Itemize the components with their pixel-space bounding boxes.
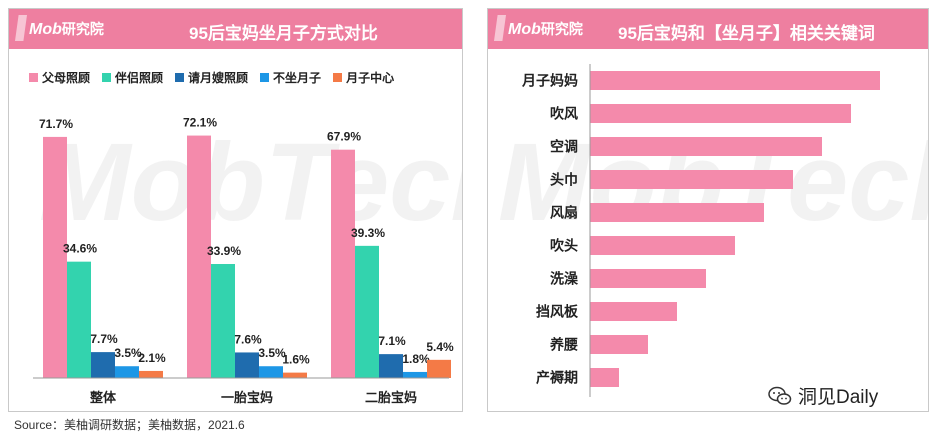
left-brand-cn: 研究院 bbox=[61, 21, 104, 37]
keyword-label: 风扇 bbox=[550, 205, 578, 221]
bar bbox=[283, 372, 307, 378]
wechat-icon bbox=[768, 386, 792, 405]
right-chart-panel: Mob研究院 95后宝妈和【坐月子】相关关键词 MobTech 月子妈妈 吹风 空调… bbox=[487, 8, 929, 412]
left-header: Mob研究院 95后宝妈坐月子方式对比 bbox=[9, 9, 462, 49]
bar-value-label: 3.5% bbox=[258, 346, 286, 360]
bar-value-label: 3.5% bbox=[114, 346, 142, 360]
bar bbox=[355, 245, 379, 378]
bar bbox=[403, 371, 427, 378]
bar bbox=[331, 149, 355, 378]
bar bbox=[259, 366, 283, 378]
hbar bbox=[590, 104, 851, 123]
keyword-label: 产褥期 bbox=[536, 370, 578, 386]
keyword-label: 养腰 bbox=[549, 337, 578, 353]
bar bbox=[91, 352, 115, 378]
left-brand-text: Mob bbox=[29, 21, 62, 38]
bar-value-label: 1.6% bbox=[282, 353, 310, 367]
keyword-label: 洗澡 bbox=[550, 271, 579, 287]
bar-value-label: 7.7% bbox=[90, 332, 118, 346]
legend-swatch bbox=[260, 73, 270, 82]
legend-label: 请月嫂照顾 bbox=[188, 71, 249, 85]
keyword-label: 月子妈妈 bbox=[521, 73, 578, 89]
hbar bbox=[590, 236, 735, 255]
bar bbox=[139, 370, 163, 378]
legend-swatch bbox=[102, 73, 112, 82]
bar-value-label: 2.1% bbox=[138, 351, 166, 365]
bar-value-label: 71.7% bbox=[39, 117, 73, 131]
bar bbox=[115, 366, 139, 378]
left-brand: Mob研究院 bbox=[29, 19, 104, 39]
legend-swatch bbox=[175, 73, 185, 82]
right-brand-text: Mob bbox=[508, 21, 541, 38]
keyword-label: 吹风 bbox=[550, 106, 578, 122]
category-label: 二胎宝妈 bbox=[365, 390, 417, 405]
legend-label: 伴侣照顾 bbox=[115, 71, 164, 85]
legend-item: 伴侣照顾 bbox=[102, 69, 163, 86]
hbar bbox=[590, 368, 619, 387]
legend-label: 月子中心 bbox=[346, 71, 395, 85]
bar-value-label: 34.6% bbox=[63, 242, 97, 256]
source-note: Source：美柚调研数据；美柚数据，2021.6 bbox=[14, 418, 245, 432]
legend-label: 父母照顾 bbox=[42, 71, 91, 85]
bar bbox=[187, 135, 211, 378]
keyword-label: 头巾 bbox=[550, 172, 578, 188]
legend-swatch bbox=[29, 73, 38, 82]
bar-value-label: 7.6% bbox=[234, 332, 262, 346]
bar-value-label: 67.9% bbox=[327, 130, 361, 144]
legend-item: 不坐月子 bbox=[260, 69, 321, 86]
right-brand-cn: 研究院 bbox=[540, 21, 583, 37]
keyword-label: 吹头 bbox=[550, 238, 578, 254]
legend-item: 月子中心 bbox=[333, 69, 394, 86]
left-chart-panel: Mob研究院 95后宝妈坐月子方式对比 MobTech 父母照顾伴侣照顾请月嫂照… bbox=[8, 8, 463, 412]
bar bbox=[235, 352, 259, 378]
bar-value-label: 39.3% bbox=[351, 226, 385, 240]
category-label: 一胎宝妈 bbox=[221, 390, 273, 405]
hbar bbox=[590, 203, 764, 222]
left-chart-title: 95后宝妈坐月子方式对比 bbox=[189, 24, 378, 43]
keyword-label: 挡风板 bbox=[536, 304, 579, 320]
right-header: Mob研究院 95后宝妈和【坐月子】相关关键词 bbox=[488, 9, 928, 49]
bar-value-label: 33.9% bbox=[207, 244, 241, 258]
hbar bbox=[590, 335, 648, 354]
right-chart-title: 95后宝妈和【坐月子】相关关键词 bbox=[618, 24, 875, 43]
bar bbox=[67, 261, 91, 378]
keyword-label: 空调 bbox=[550, 139, 578, 155]
category-label: 整体 bbox=[89, 390, 117, 405]
left-bar-chart: 71.7%34.6%7.7%3.5%2.1%整体72.1%33.9%7.6%3.… bbox=[33, 116, 454, 405]
hbar bbox=[590, 137, 822, 156]
mob-logo-icon bbox=[15, 15, 27, 41]
legend-item: 父母照顾 bbox=[29, 69, 90, 86]
bar-value-label: 5.4% bbox=[426, 340, 454, 354]
legend-item: 请月嫂照顾 bbox=[175, 69, 248, 86]
bar-value-label: 72.1% bbox=[183, 116, 217, 130]
wechat-label: 洞见Daily bbox=[798, 387, 879, 408]
bar bbox=[211, 264, 235, 378]
bar bbox=[379, 354, 403, 378]
hbar bbox=[590, 269, 706, 288]
hbar bbox=[590, 170, 793, 189]
right-brand: Mob研究院 bbox=[508, 19, 583, 39]
bar-value-label: 7.1% bbox=[378, 334, 406, 348]
bar bbox=[427, 359, 451, 378]
bar bbox=[43, 136, 67, 378]
legend-label: 不坐月子 bbox=[273, 71, 322, 85]
mob-logo-icon bbox=[494, 15, 506, 41]
wechat-badge: 洞见Daily bbox=[768, 382, 878, 409]
bar-value-label: 1.8% bbox=[402, 352, 430, 366]
hbar bbox=[590, 302, 677, 321]
hbar bbox=[590, 71, 880, 90]
legend-swatch bbox=[333, 73, 343, 82]
left-legend: 父母照顾 伴侣照顾 请月嫂照顾 不坐月子 月子中心 bbox=[29, 69, 394, 86]
